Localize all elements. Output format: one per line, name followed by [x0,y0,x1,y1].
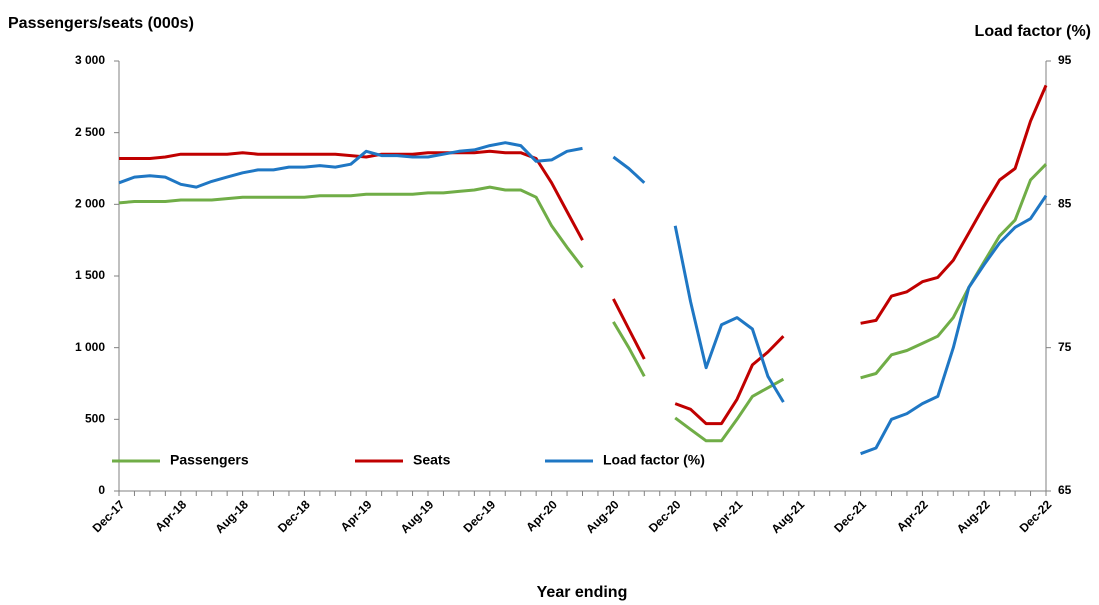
legend-label: Passengers [170,452,249,468]
x-tick-label: Apr-19 [338,497,375,534]
x-tick-label: Dec-20 [646,497,684,535]
y-tick-label: 3 000 [75,53,105,67]
x-tick-label: Dec-21 [831,497,869,535]
series-line [118,141,1048,456]
y2-tick-label: 85 [1058,197,1072,211]
legend-label: Seats [413,452,451,468]
x-axis-title: Year ending [537,584,628,601]
x-tick-label: Apr-21 [709,497,746,534]
x-tick-label: Aug-20 [583,497,622,536]
x-tick-label: Aug-18 [212,497,251,536]
y-axis-title: Passengers/seats (000s) [8,15,194,32]
y-tick-label: 1 500 [75,268,105,282]
x-tick-label: Dec-18 [275,497,313,535]
y-tick-label: 2 000 [75,197,105,211]
series-line [118,163,1048,443]
legend-label: Load factor (%) [603,452,705,468]
y-tick-label: 500 [85,412,105,426]
y-tick-label: 0 [98,483,105,497]
x-tick-label: Apr-20 [523,497,560,534]
x-tick-label: Aug-22 [954,497,993,536]
y2-axis-title: Load factor (%) [975,23,1091,40]
x-tick-label: Dec-22 [1017,497,1055,535]
x-tick-label: Aug-21 [769,497,808,536]
y2-tick-label: 95 [1058,53,1072,67]
y-tick-label: 2 500 [75,125,105,139]
x-tick-label: Dec-19 [460,497,498,535]
y2-tick-label: 65 [1058,483,1072,497]
series-line [119,84,1048,426]
x-tick-label: Dec-17 [90,497,128,535]
x-tick-label: Aug-19 [398,497,437,536]
y-tick-label: 1 000 [75,340,105,354]
y2-tick-label: 75 [1058,340,1072,354]
x-tick-label: Apr-18 [152,497,189,534]
x-tick-label: Apr-22 [894,497,931,534]
